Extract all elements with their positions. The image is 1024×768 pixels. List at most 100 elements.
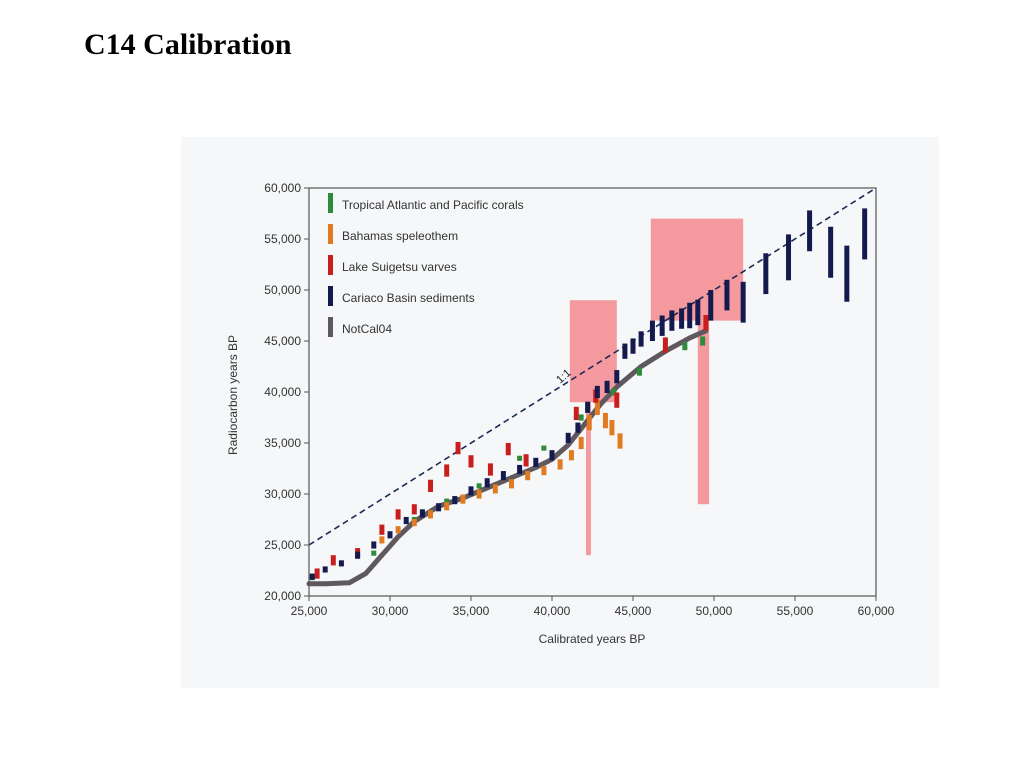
- cariaco-basin-sediments-point: [638, 331, 644, 347]
- cariaco-basin-sediments-point: [828, 226, 834, 278]
- cariaco-basin-sediments-point: [807, 210, 813, 252]
- x-tick-label: 30,000: [372, 604, 409, 618]
- bahamas-speleothem-point: [602, 412, 608, 429]
- calibration-chart: 25,000 30,000 35,000 40,000 45,000 50,000 55,0…: [226, 181, 895, 646]
- tropical-atlantic-and-pacific-corals-point: [682, 342, 688, 351]
- y-axis-label: Radiocarbon years BP: [226, 335, 240, 455]
- x-tick-label: 60,000: [858, 604, 895, 618]
- cariaco-basin-sediments-point: [708, 290, 714, 321]
- cariaco-basin-sediments-point: [614, 370, 620, 384]
- slide-title: C14 Calibration: [84, 28, 292, 61]
- cariaco-basin-sediments-point: [403, 516, 409, 525]
- lake-suigetsu-varves-point: [428, 479, 433, 492]
- bahamas-speleothem-point: [411, 518, 417, 527]
- tick-labels: 25,000 30,000 35,000 40,000 45,000 50,000 55,0…: [264, 181, 894, 618]
- cariaco-basin-sediments-point: [763, 253, 769, 295]
- x-tick-label: 50,000: [696, 604, 733, 618]
- lake-suigetsu-varves-point: [468, 455, 474, 468]
- tropical-atlantic-and-pacific-corals-point: [611, 388, 617, 396]
- cariaco-basin-sediments-point: [844, 245, 850, 302]
- lake-suigetsu-varves-point: [487, 463, 493, 476]
- y-tick-label: 45,000: [264, 334, 301, 348]
- cariaco-basin-sediments-point: [549, 450, 555, 461]
- x-tick-label: 55,000: [777, 604, 814, 618]
- tropical-atlantic-and-pacific-corals-point: [476, 483, 482, 489]
- cariaco-basin-sediments-point: [604, 380, 610, 394]
- bahamas-speleothem-point: [395, 526, 401, 534]
- data-points: [309, 208, 868, 581]
- bahamas-speleothem-point: [379, 536, 385, 544]
- bahamas-speleothem-point: [444, 502, 450, 511]
- bahamas-speleothem-point: [617, 433, 623, 449]
- lake-suigetsu-varves-point: [662, 337, 668, 353]
- cariaco-basin-sediments-point: [452, 496, 458, 505]
- cariaco-basin-sediments-point: [679, 308, 685, 329]
- legend-swatch: [328, 317, 333, 337]
- bahamas-speleothem-point: [609, 420, 615, 436]
- lake-suigetsu-varves-point: [614, 392, 620, 408]
- bahamas-speleothem-point: [578, 436, 584, 450]
- cariaco-basin-sediments-point: [484, 478, 490, 488]
- bahamas-speleothem-point: [586, 414, 592, 431]
- cariaco-basin-sediments-point: [669, 310, 675, 331]
- tropical-atlantic-and-pacific-corals-point: [444, 498, 450, 504]
- highlight-region: [586, 402, 591, 556]
- lake-suigetsu-varves-point: [379, 524, 385, 535]
- cariaco-basin-sediments-point: [585, 401, 591, 413]
- cariaco-basin-sediments-point: [695, 299, 701, 326]
- legend-label: NotCal04: [342, 322, 392, 336]
- lake-suigetsu-varves-point: [455, 441, 461, 455]
- legend-swatch: [328, 255, 333, 275]
- cariaco-basin-sediments-point: [419, 509, 425, 518]
- tropical-atlantic-and-pacific-corals-point: [700, 336, 706, 346]
- one-to-one-dashed-line: [308, 187, 877, 546]
- cariaco-basin-sediments-point: [724, 279, 730, 311]
- cariaco-basin-sediments-point: [565, 432, 571, 443]
- cariaco-basin-sediments-point: [309, 573, 315, 580]
- bahamas-speleothem-point: [460, 494, 466, 504]
- cariaco-basin-sediments-point: [659, 315, 665, 336]
- bahamas-speleothem-point: [492, 484, 498, 494]
- cariaco-basin-sediments-point: [500, 471, 506, 481]
- tropical-atlantic-and-pacific-corals-point: [517, 455, 523, 461]
- notcal04-line: [306, 328, 709, 587]
- bahamas-speleothem-point: [541, 465, 547, 476]
- one-to-one-line: [308, 187, 877, 546]
- bahamas-speleothem-point: [428, 510, 433, 519]
- bahamas-speleothem-point: [509, 479, 514, 489]
- tropical-atlantic-and-pacific-corals-point: [578, 414, 584, 421]
- bahamas-speleothem-point: [476, 489, 482, 499]
- y-tick-label: 30,000: [264, 487, 301, 501]
- y-tick-label: 60,000: [264, 181, 301, 195]
- bahamas-speleothem-point: [525, 471, 531, 481]
- y-tick-label: 25,000: [264, 538, 301, 552]
- lake-suigetsu-varves-point: [505, 443, 511, 456]
- cariaco-basin-sediments-point: [786, 234, 792, 281]
- cariaco-basin-sediments-point: [436, 503, 442, 512]
- cariaco-basin-sediments-point: [533, 457, 539, 467]
- legend: Tropical Atlantic and Pacific corals Baha…: [328, 193, 524, 337]
- cariaco-basin-sediments-point: [687, 302, 693, 329]
- cariaco-basin-sediments-point: [630, 338, 636, 354]
- legend-label: Lake Suigetsu varves: [342, 260, 457, 274]
- cariaco-basin-sediments-point: [862, 208, 868, 260]
- lake-suigetsu-varves-point: [523, 454, 529, 467]
- highlight-region: [697, 320, 710, 505]
- bahamas-speleothem-point: [568, 450, 574, 461]
- chart-panel: 25,000 30,000 35,000 40,000 45,000 50,000 55,0…: [181, 137, 939, 688]
- legend-label: Cariaco Basin sediments: [342, 291, 475, 305]
- lake-suigetsu-varves-point: [395, 509, 401, 520]
- lake-suigetsu-varves-point: [411, 504, 417, 515]
- legend-swatch: [328, 224, 333, 244]
- lake-suigetsu-varves-point: [573, 406, 579, 421]
- cariaco-basin-sediments-point: [371, 541, 377, 549]
- cariaco-basin-sediments-point: [622, 343, 628, 359]
- x-tick-label: 25,000: [291, 604, 328, 618]
- legend-label: Tropical Atlantic and Pacific corals: [342, 198, 524, 212]
- y-tick-label: 20,000: [264, 589, 301, 603]
- cariaco-basin-sediments-point: [322, 566, 328, 573]
- cariaco-basin-sediments-point: [649, 320, 655, 341]
- cariaco-basin-sediments-point: [575, 422, 581, 433]
- lake-suigetsu-varves-point: [330, 555, 336, 566]
- tropical-atlantic-and-pacific-corals-point: [371, 550, 377, 556]
